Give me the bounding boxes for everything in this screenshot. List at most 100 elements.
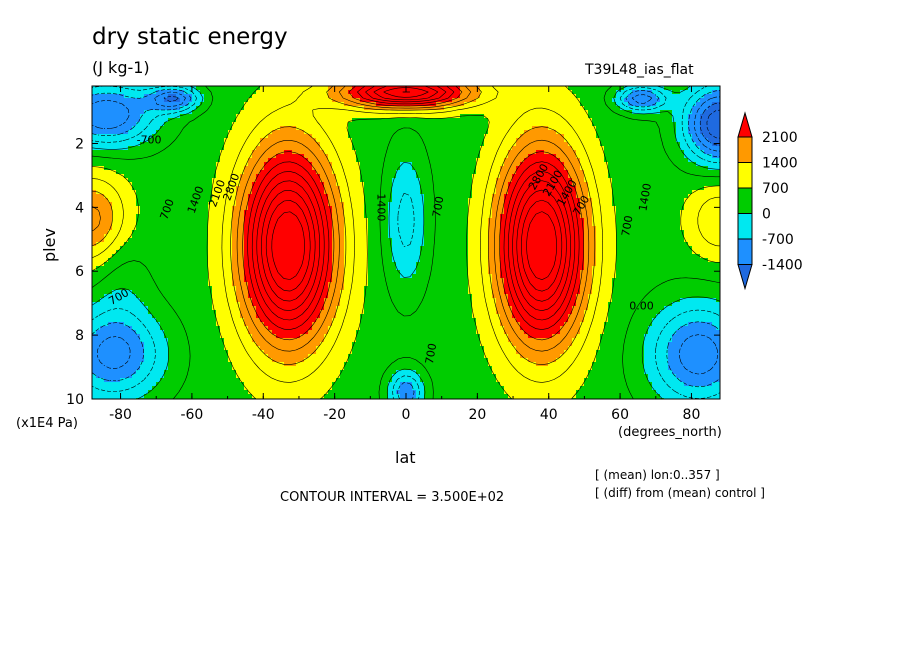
field-cell	[336, 238, 340, 242]
field-cell	[200, 254, 204, 258]
field-cell	[236, 318, 240, 322]
field-cell	[136, 94, 140, 98]
field-cell	[196, 170, 200, 174]
field-cell	[176, 326, 180, 330]
field-cell	[300, 294, 304, 298]
field-cell	[200, 106, 204, 110]
field-cell	[176, 258, 180, 262]
field-cell	[184, 178, 188, 182]
field-cell	[264, 234, 268, 238]
field-cell	[92, 366, 96, 370]
field-cell	[308, 122, 312, 126]
field-cell	[168, 126, 172, 130]
field-cell	[272, 102, 276, 106]
field-cell	[300, 366, 304, 370]
field-cell	[148, 142, 152, 146]
field-cell	[284, 358, 288, 362]
field-cell	[136, 370, 140, 374]
field-cell	[256, 386, 260, 390]
field-cell	[212, 266, 216, 270]
field-cell	[96, 226, 100, 230]
field-cell	[152, 122, 156, 126]
field-cell	[108, 242, 112, 246]
field-cell	[212, 202, 216, 206]
field-cell	[160, 390, 164, 394]
field-cell	[220, 166, 224, 170]
field-cell	[180, 178, 184, 182]
field-cell	[192, 386, 196, 390]
field-cell	[256, 238, 260, 242]
field-cell	[244, 298, 248, 302]
field-cell	[236, 254, 240, 258]
field-cell	[144, 218, 148, 222]
field-cell	[304, 254, 308, 258]
field-cell	[332, 150, 336, 154]
field-cell	[216, 318, 220, 322]
field-cell	[252, 178, 256, 182]
field-cell	[152, 230, 156, 234]
field-cell	[148, 218, 152, 222]
field-cell	[180, 158, 184, 162]
field-cell	[144, 158, 148, 162]
field-cell	[168, 174, 172, 178]
field-cell	[320, 382, 324, 386]
field-cell	[276, 214, 280, 218]
field-cell	[340, 302, 344, 306]
field-cell	[96, 174, 100, 178]
field-cell	[216, 378, 220, 382]
field-cell	[176, 354, 180, 358]
field-cell	[244, 142, 248, 146]
field-cell	[184, 130, 188, 134]
field-cell	[292, 314, 296, 318]
field-cell	[220, 210, 224, 214]
field-cell	[116, 378, 120, 382]
field-cell	[256, 230, 260, 234]
field-cell	[308, 278, 312, 282]
field-cell	[156, 338, 160, 342]
field-cell	[96, 162, 100, 166]
field-cell	[272, 182, 276, 186]
field-cell	[216, 290, 220, 294]
field-cell	[232, 214, 236, 218]
field-cell	[152, 394, 156, 398]
field-cell	[168, 150, 172, 154]
field-cell	[236, 102, 240, 106]
field-cell	[188, 122, 192, 126]
field-cell	[176, 166, 180, 170]
field-cell	[292, 346, 296, 350]
field-cell	[280, 350, 284, 354]
field-cell	[192, 358, 196, 362]
field-cell	[308, 390, 312, 394]
field-cell	[300, 326, 304, 330]
field-cell	[176, 254, 180, 258]
field-cell	[244, 266, 248, 270]
field-cell	[272, 302, 276, 306]
field-cell	[100, 366, 104, 370]
field-cell	[100, 314, 104, 318]
field-cell	[328, 338, 332, 342]
field-cell	[292, 214, 296, 218]
field-cell	[140, 310, 144, 314]
field-cell	[212, 270, 216, 274]
field-cell	[176, 210, 180, 214]
field-cell	[164, 86, 168, 90]
field-cell	[144, 138, 148, 142]
field-cell	[212, 302, 216, 306]
field-cell	[200, 374, 204, 378]
field-cell	[208, 86, 212, 90]
field-cell	[160, 374, 164, 378]
field-cell	[304, 158, 308, 162]
field-cell	[168, 226, 172, 230]
field-cell	[168, 94, 172, 98]
field-cell	[152, 150, 156, 154]
field-cell	[292, 234, 296, 238]
field-cell	[92, 126, 96, 130]
field-cell	[176, 110, 180, 114]
field-cell	[228, 206, 232, 210]
field-cell	[256, 370, 260, 374]
field-cell	[328, 190, 332, 194]
field-cell	[280, 246, 284, 250]
field-cell	[268, 294, 272, 298]
field-cell	[288, 258, 292, 262]
field-cell	[236, 330, 240, 334]
